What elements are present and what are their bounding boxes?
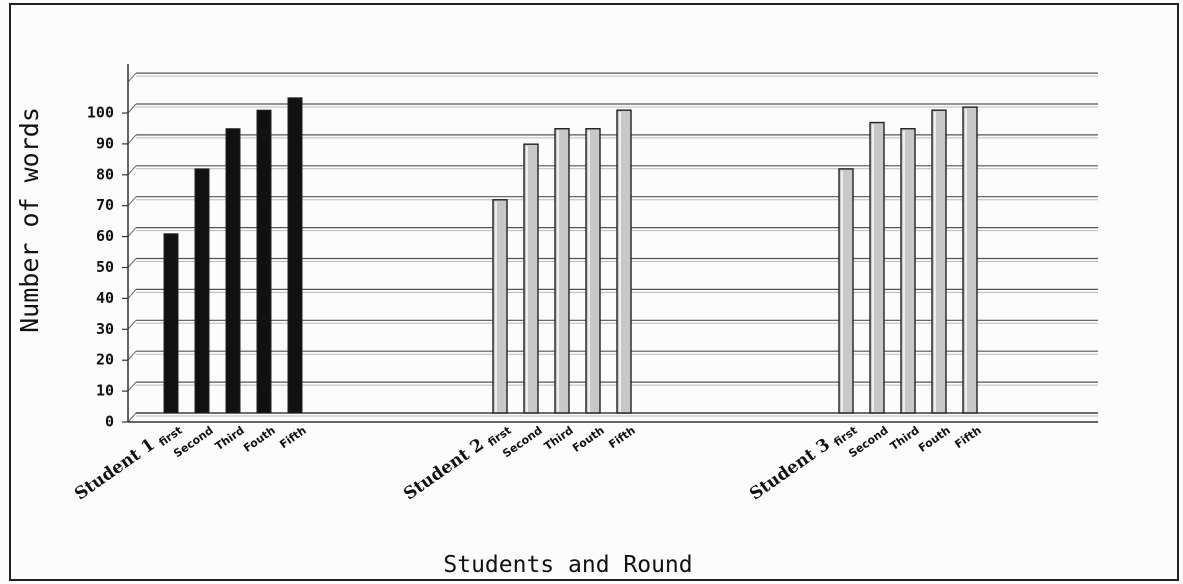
grid-depth-line bbox=[127, 196, 137, 207]
y-axis-title: Number of words bbox=[15, 107, 44, 333]
bar bbox=[256, 109, 272, 414]
round-label: Third bbox=[542, 424, 576, 453]
x-axis-title: Students and Round bbox=[443, 552, 692, 578]
grid-depth-line bbox=[127, 350, 137, 361]
axes bbox=[127, 64, 1098, 423]
y-tick-label: 40 bbox=[96, 289, 114, 307]
bar bbox=[287, 97, 303, 414]
round-label: Fouth bbox=[570, 424, 607, 455]
y-tick-label: 100 bbox=[87, 104, 114, 122]
round-label: Fouth bbox=[916, 424, 953, 455]
y-tick-label: 50 bbox=[96, 258, 114, 276]
bar bbox=[163, 233, 179, 414]
grid-depth-line bbox=[127, 289, 137, 299]
round-label: Fifth bbox=[606, 424, 637, 451]
grid-depth-line bbox=[127, 134, 137, 145]
grid-depth-line bbox=[127, 319, 137, 330]
grid-depth-line bbox=[127, 72, 137, 83]
y-tick-label: 60 bbox=[96, 227, 114, 245]
student-label: Student 1 bbox=[71, 435, 159, 505]
grid-depth-line bbox=[127, 103, 137, 114]
bars bbox=[163, 97, 978, 414]
grid-depth-line bbox=[127, 258, 137, 268]
y-tick-label: 0 bbox=[105, 413, 114, 431]
y-tick-label: 80 bbox=[96, 165, 114, 183]
round-label: Third bbox=[213, 424, 247, 453]
grid-depth-line bbox=[127, 227, 137, 237]
round-label: Fouth bbox=[241, 424, 278, 455]
round-label: Fifth bbox=[277, 424, 308, 451]
round-label: Fifth bbox=[952, 424, 983, 451]
y-tick-labels: 0 10 20 30 40 50 60 70 80 90 100 bbox=[87, 104, 128, 431]
y-tick-label: 70 bbox=[96, 196, 114, 214]
bar bbox=[225, 128, 241, 414]
y-tick-label: 30 bbox=[96, 320, 114, 338]
round-label: Third bbox=[888, 424, 922, 453]
student-label: Student 3 bbox=[746, 435, 834, 505]
grid-depth-line bbox=[127, 165, 137, 176]
grid-lines bbox=[127, 72, 1098, 423]
y-tick-label: 10 bbox=[96, 382, 114, 400]
y-tick-label: 90 bbox=[96, 134, 114, 152]
bar bbox=[194, 168, 210, 414]
y-tick-label: 20 bbox=[96, 351, 114, 369]
grid-depth-line bbox=[127, 381, 137, 392]
grid-depth-line bbox=[127, 412, 137, 423]
chart-border bbox=[9, 3, 1179, 581]
student-label: Student 2 bbox=[400, 435, 488, 505]
